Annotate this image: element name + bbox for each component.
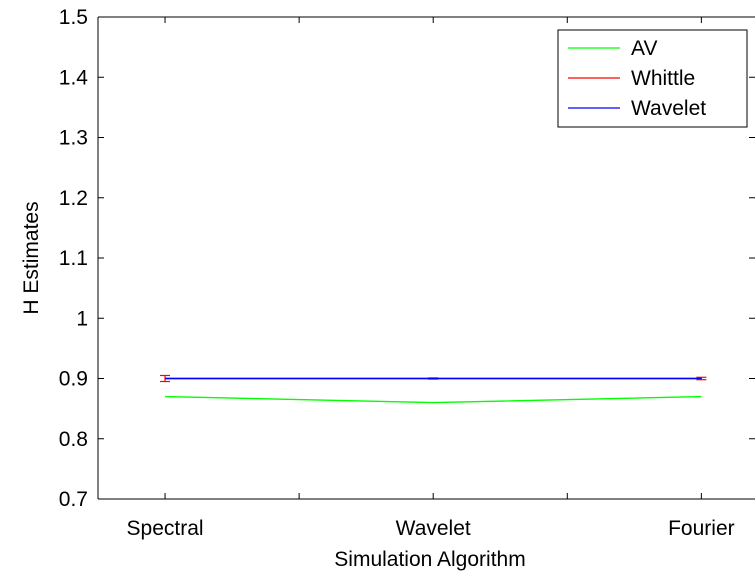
y-tick-label: 1.5 bbox=[59, 6, 88, 29]
legend: AV Whittle Wavelet bbox=[557, 29, 748, 128]
y-tick-label: 0.7 bbox=[59, 488, 88, 511]
y-tick-label: 1.1 bbox=[59, 247, 88, 270]
x-tick-label: Fourier bbox=[668, 517, 735, 540]
x-axis-label: Simulation Algorithm bbox=[334, 548, 525, 571]
legend-label-wavelet: Wavelet bbox=[631, 97, 706, 120]
legend-label-whittle: Whittle bbox=[631, 67, 695, 90]
series-layer bbox=[160, 374, 707, 404]
y-tick-label: 1.4 bbox=[59, 66, 89, 89]
y-tick-label: 0.9 bbox=[59, 368, 88, 391]
y-tick-label: 0.8 bbox=[59, 428, 88, 451]
legend-label-av: AV bbox=[631, 37, 657, 60]
y-tick-label: 1.3 bbox=[59, 127, 88, 150]
x-tick-label: Wavelet bbox=[396, 517, 471, 540]
y-tick-label: 1 bbox=[76, 307, 88, 330]
y-tick-label: 1.2 bbox=[59, 187, 88, 210]
series-line-av bbox=[165, 395, 702, 404]
y-axis-label: H Estimates bbox=[20, 201, 43, 314]
tick-layer: 0.7 0.8 0.9 1 1.1 1.2 1.3 1.4 1.5 Spectral Wavelet… bbox=[59, 6, 755, 540]
x-tick-label: Spectral bbox=[127, 517, 204, 540]
